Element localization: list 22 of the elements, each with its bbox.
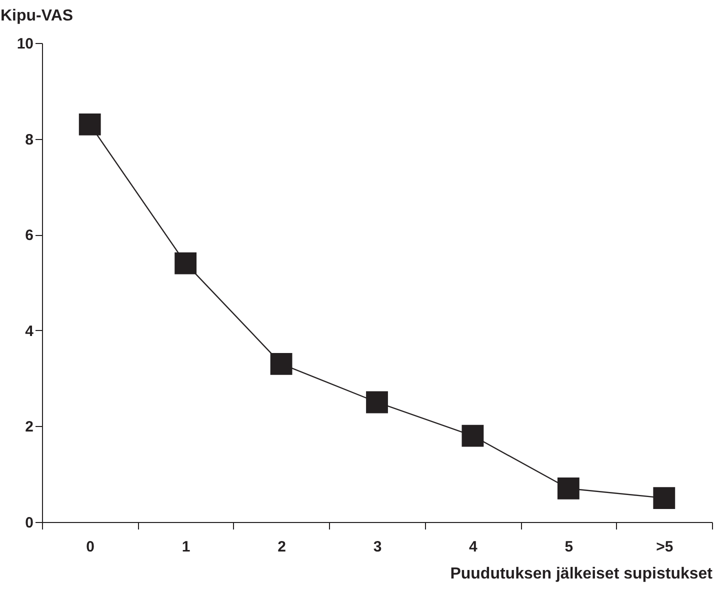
point bbox=[366, 391, 388, 414]
x-tick-label: 5 bbox=[564, 538, 574, 556]
point bbox=[174, 252, 197, 274]
y-tick-label: 0 bbox=[25, 514, 34, 532]
y-tick-label: 6 bbox=[25, 227, 34, 244]
x-tick-label: 2 bbox=[278, 538, 286, 556]
point bbox=[270, 352, 292, 375]
point bbox=[653, 487, 676, 510]
y-tick-label: 2 bbox=[25, 418, 34, 436]
point bbox=[557, 478, 580, 500]
x-tick-label: 4 bbox=[469, 538, 478, 556]
x-tick-label: >5 bbox=[656, 538, 674, 556]
x-tick-label: 0 bbox=[86, 538, 95, 556]
y-tick-label: 8 bbox=[25, 131, 34, 148]
x-axis-title: Puudutuksen jälkeiset supistukset bbox=[450, 566, 714, 582]
y-tick-label: 10 bbox=[16, 36, 34, 52]
point bbox=[462, 424, 484, 447]
x-tick-label: 1 bbox=[182, 538, 190, 556]
x-tick-label: 3 bbox=[373, 538, 382, 556]
y-tick-label: 4 bbox=[25, 322, 34, 340]
y-axis-title: Kipu-VAS bbox=[0, 8, 74, 24]
point bbox=[78, 113, 101, 136]
